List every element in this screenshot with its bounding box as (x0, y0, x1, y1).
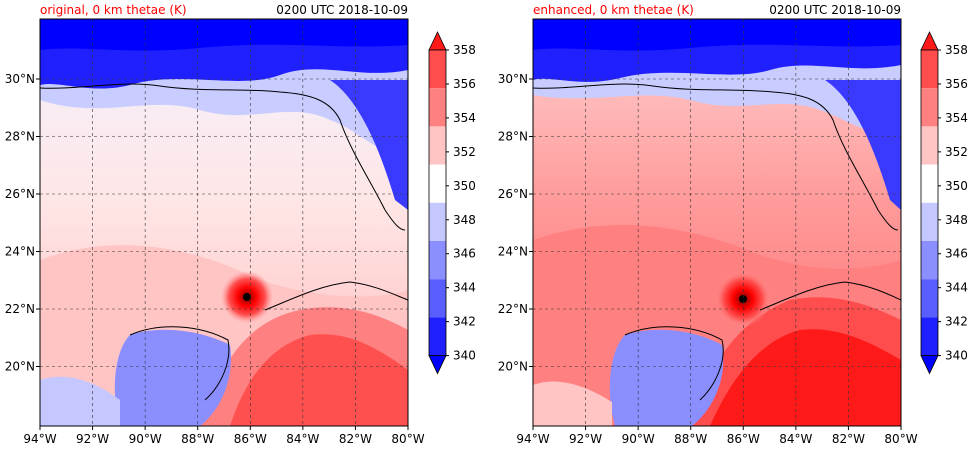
left-colorbar-label: 358 (453, 43, 476, 57)
left-colorbar-label: 348 (453, 213, 476, 227)
left-colorbar-segment (429, 317, 446, 356)
right-lat-tick-label: 30°N (498, 72, 528, 86)
right-axes: 94°W 92°W 90°W 88°W 86°W 84°W 82°W 80°W 30°N 28°N… (498, 72, 918, 446)
right-colorbar-label: 356 (945, 77, 968, 91)
right-map (533, 19, 901, 426)
right-colorbar-label: 354 (945, 111, 968, 125)
left-colorbar-segment (429, 202, 446, 241)
left-lat-tick-label: 30°N (5, 72, 35, 86)
right-colorbar-label: 358 (945, 43, 968, 57)
left-colorbar-frame (428, 49, 447, 357)
right-colorbar-segment (921, 126, 938, 165)
left-lat-tick-label: 28°N (5, 130, 35, 144)
left-lat-tick-label: 20°N (5, 360, 35, 374)
right-coastline-cuba (759, 281, 901, 311)
right-colorbar-max-extend (920, 31, 939, 51)
left-panel: original, 0 km thetae (K) 0200 UTC 2018-… (5, 3, 425, 446)
right-lon-tick-label: 86°W (727, 432, 760, 446)
left-colorbar-label: 352 (453, 145, 476, 159)
right-gridlines (533, 19, 901, 426)
left-frame (39, 18, 409, 427)
left-storm-center (243, 293, 251, 301)
left-colorbar-label: 356 (453, 77, 476, 91)
right-colorbar-segment (921, 88, 938, 127)
right-lat-tick-label: 26°N (498, 187, 528, 201)
left-colorbar-segment (429, 88, 446, 127)
left-colorbar-label: 350 (453, 179, 476, 193)
right-time-label: 0200 UTC 2018-10-09 (769, 3, 901, 17)
right-colorbar-label: 344 (945, 281, 968, 295)
right-lon-tick-label: 90°W (622, 432, 655, 446)
left-colorbar: 358 356 354 352 350 348 346 344 342 340 (428, 31, 476, 375)
left-colorbar-segment (429, 164, 446, 203)
right-colorbar-label: 348 (945, 213, 968, 227)
left-yucatan (114, 329, 231, 426)
right-lon-tick-label: 92°W (569, 432, 602, 446)
right-panel: enhanced, 0 km thetae (K) 0200 UTC 2018-… (498, 3, 918, 446)
right-colorbar-segment (921, 279, 938, 318)
left-colorbar-label: 342 (453, 315, 476, 329)
right-colorbar-label: 342 (945, 315, 968, 329)
left-map (40, 19, 408, 426)
left-gridlines (40, 19, 408, 426)
right-colorbar-label: 350 (945, 179, 968, 193)
right-colorbar-label: 346 (945, 247, 968, 261)
left-coastline-north (40, 83, 406, 231)
right-colorbar-segment (921, 164, 938, 203)
left-coastline-cuba (264, 281, 408, 311)
left-florida (330, 80, 408, 210)
left-colorbar-label: 346 (453, 247, 476, 261)
right-lat-tick-label: 24°N (498, 245, 528, 259)
left-coastline-yucatan (129, 326, 230, 401)
right-lat-tick-label: 22°N (498, 302, 528, 316)
left-title: original, 0 km thetae (K) (40, 3, 187, 17)
left-colorbar-segment (429, 241, 446, 280)
right-colorbar: 358 356 354 352 350 348 346 344 342 340 (920, 31, 968, 375)
left-lon-tick-label: 88°W (181, 432, 214, 446)
right-lon-tick-label: 82°W (832, 432, 865, 446)
right-lon-tick-label: 80°W (884, 432, 917, 446)
left-colorbar-max-extend (428, 31, 447, 51)
right-storm-center (739, 295, 747, 303)
left-colorbar-label: 340 (453, 349, 476, 363)
right-coastline-north (533, 83, 899, 231)
left-lon-tick-label: 94°W (23, 432, 56, 446)
left-colorbar-min-extend (428, 355, 447, 375)
left-colorbar-label: 354 (453, 111, 476, 125)
left-lat-tick-label: 24°N (5, 245, 35, 259)
right-colorbar-label: 352 (945, 145, 968, 159)
left-lon-tick-label: 80°W (391, 432, 424, 446)
left-colorbar-segment (429, 50, 446, 89)
left-lat-tick-label: 22°N (5, 302, 35, 316)
left-lat-tick-label: 26°N (5, 187, 35, 201)
right-lon-tick-label: 94°W (516, 432, 549, 446)
left-lon-tick-label: 90°W (129, 432, 162, 446)
left-colorbar-segment (429, 126, 446, 165)
right-title: enhanced, 0 km thetae (K) (533, 3, 694, 17)
left-colorbar-segment (429, 279, 446, 318)
right-colorbar-segment (921, 50, 938, 89)
left-lon-tick-label: 82°W (339, 432, 372, 446)
left-lon-tick-label: 84°W (286, 432, 319, 446)
left-time-label: 0200 UTC 2018-10-09 (276, 3, 408, 17)
left-lon-tick-label: 92°W (76, 432, 109, 446)
right-colorbar-min-extend (920, 355, 939, 375)
right-colorbar-segment (921, 317, 938, 356)
right-lon-tick-label: 88°W (674, 432, 707, 446)
left-colorbar-label: 344 (453, 281, 476, 295)
right-colorbar-label: 340 (945, 349, 968, 363)
right-lat-tick-label: 20°N (498, 360, 528, 374)
right-coastline-yucatan (624, 326, 724, 401)
right-lon-tick-label: 84°W (779, 432, 812, 446)
left-axes: 94°W 92°W 90°W 88°W 86°W 84°W 82°W 80°W 30°N 28°N… (5, 72, 425, 446)
right-lat-tick-label: 28°N (498, 130, 528, 144)
right-colorbar-segment (921, 202, 938, 241)
right-frame (532, 18, 902, 427)
right-colorbar-segment (921, 241, 938, 280)
left-lon-tick-label: 86°W (234, 432, 267, 446)
right-florida (825, 80, 901, 210)
right-colorbar-frame (920, 49, 939, 357)
right-yucatan (609, 329, 724, 426)
